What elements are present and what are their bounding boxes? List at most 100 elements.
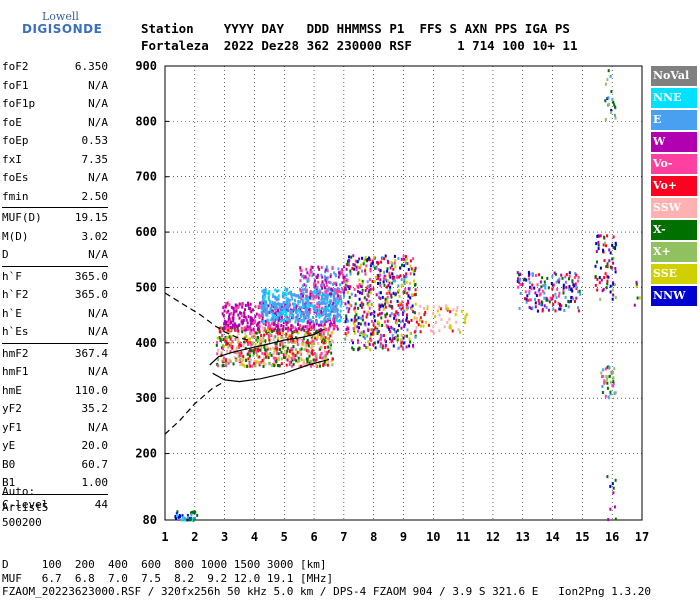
echo-point	[367, 290, 370, 294]
echo-point	[258, 345, 261, 349]
echo-point	[221, 312, 224, 316]
param-row: C-level 44	[2, 496, 108, 515]
x-tick-label: 5	[281, 530, 288, 544]
echo-point	[545, 306, 548, 309]
echo-point	[348, 261, 350, 265]
echo-point	[388, 288, 391, 292]
echo-point	[260, 304, 263, 308]
echo-point	[284, 287, 287, 291]
echo-point	[295, 294, 298, 298]
echo-point	[411, 304, 414, 308]
file-info-row: FZAOM_20223623000.RSF / 320fx256h 50 kHz…	[2, 585, 652, 598]
echo-point	[517, 285, 520, 289]
echo-point	[254, 305, 257, 309]
echo-point	[373, 341, 376, 345]
echo-point	[238, 346, 241, 349]
echo-point	[318, 331, 321, 334]
echo-point	[291, 314, 294, 318]
echo-point	[320, 323, 323, 327]
echo-point	[448, 317, 451, 321]
echo-point	[519, 283, 522, 286]
echo-point	[302, 337, 305, 341]
echo-point	[555, 296, 558, 300]
echo-point	[242, 321, 244, 325]
echo-point	[612, 256, 615, 260]
echo-point	[258, 329, 261, 333]
echo-point	[233, 322, 236, 326]
echo-point	[262, 322, 265, 325]
echo-point	[327, 328, 330, 332]
echo-point	[315, 363, 318, 367]
echo-point	[414, 266, 417, 270]
echo-point	[259, 340, 262, 344]
echo-point	[299, 364, 302, 368]
echo-point	[603, 259, 606, 263]
echo-point	[373, 310, 376, 314]
echo-point	[308, 273, 311, 277]
echo-point	[215, 343, 218, 347]
echo-point	[419, 316, 422, 320]
echo-point	[377, 281, 379, 285]
echo-point	[600, 371, 603, 375]
trace-profile-lower	[212, 358, 330, 383]
echo-point	[408, 320, 410, 324]
echo-point	[247, 357, 250, 361]
echo-point	[320, 265, 323, 269]
echo-point	[266, 347, 269, 351]
echo-point	[604, 118, 607, 121]
echo-point	[302, 325, 305, 329]
echo-point	[324, 297, 327, 300]
echo-point	[271, 303, 274, 307]
echo-point	[269, 324, 272, 328]
echo-point	[409, 264, 412, 268]
echo-point	[321, 275, 324, 279]
echo-point	[292, 316, 295, 320]
echo-point	[326, 337, 329, 341]
echo-point	[345, 267, 348, 271]
echo-point	[301, 339, 304, 343]
echo-point	[310, 320, 313, 324]
echo-point	[303, 305, 306, 309]
echo-point	[403, 278, 406, 282]
echo-point	[325, 345, 328, 349]
echo-point	[323, 362, 325, 366]
echo-point	[541, 289, 544, 293]
echo-point	[390, 295, 393, 299]
echo-point	[309, 341, 312, 345]
echo-point	[261, 359, 264, 362]
echo-point	[348, 307, 351, 311]
echo-point	[345, 273, 348, 277]
echo-point	[264, 362, 267, 366]
echo-point	[528, 277, 531, 281]
echo-point	[289, 290, 291, 294]
echo-point	[359, 303, 362, 307]
echo-point	[400, 278, 403, 282]
echo-point	[311, 348, 314, 352]
echo-point	[297, 299, 300, 303]
echo-point	[321, 302, 324, 306]
echo-point	[365, 346, 368, 349]
echo-point	[292, 345, 295, 349]
echo-point	[319, 345, 322, 349]
echo-point	[395, 310, 398, 314]
echo-point	[345, 278, 348, 282]
echo-point	[261, 308, 264, 312]
echo-point	[397, 346, 400, 350]
echo-point	[246, 325, 249, 329]
echo-point	[361, 256, 364, 260]
echo-point	[545, 298, 548, 302]
echo-point	[332, 325, 335, 329]
echo-point	[370, 332, 373, 336]
echo-point	[356, 284, 359, 288]
echo-point	[317, 290, 320, 294]
echo-point	[369, 328, 371, 332]
echo-point	[551, 287, 554, 291]
echo-point	[305, 267, 308, 271]
echo-point	[305, 357, 308, 361]
param-label: fmin	[2, 189, 29, 203]
echo-point	[354, 293, 357, 297]
echo-point	[357, 329, 359, 333]
echo-point	[347, 327, 350, 331]
echo-point	[324, 353, 327, 357]
echo-point	[377, 268, 380, 272]
